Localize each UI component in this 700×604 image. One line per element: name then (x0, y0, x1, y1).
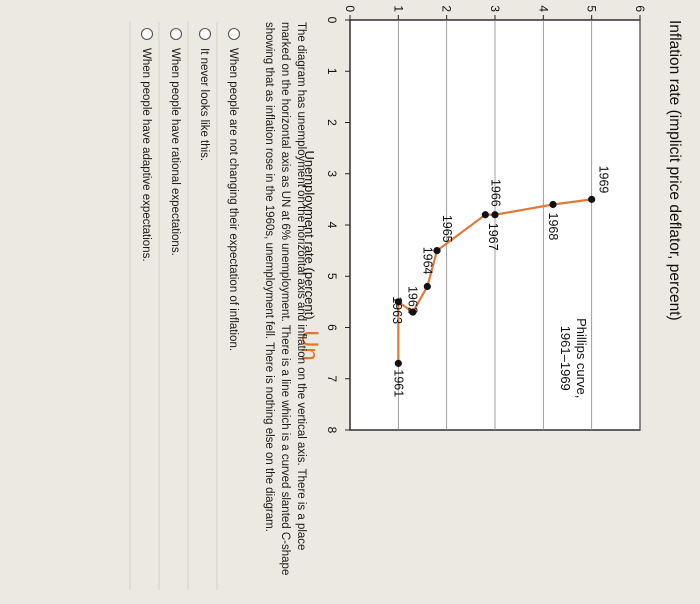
radio-button-1[interactable] (198, 27, 212, 41)
tick-label-x-0: 0 (325, 17, 339, 24)
data-point-1965 (433, 247, 441, 255)
data-point-1961 (394, 359, 402, 367)
tick-label-y-0: 0 (343, 5, 357, 12)
handwritten-un-annotation: Un (296, 330, 323, 361)
chart-title: Inflation rate (implicit price deflator,… (666, 20, 683, 321)
option-label-1: It never looks like this. (198, 48, 210, 161)
tick-label-y-3: 3 (488, 5, 502, 12)
tick-label-x-4: 4 (325, 222, 339, 229)
answer-option-1[interactable]: It never looks like this. (198, 27, 212, 162)
tick-label-x-8: 8 (325, 427, 339, 434)
tick-label-x-2: 2 (325, 119, 339, 126)
point-label-1969: 1969 (597, 166, 611, 194)
tick-label-x-7: 7 (325, 375, 339, 382)
phillips-chart: Inflation rate (implicit price deflator,… (296, 5, 683, 433)
data-point-1966 (481, 211, 489, 219)
option-label-3: When people have adaptive expectations. (140, 48, 152, 262)
point-label-1962: 1962 (405, 286, 419, 314)
point-label-1963: 1963 (390, 296, 404, 324)
tick-label-y-4: 4 (536, 5, 550, 12)
point-label-1965: 1965 (440, 215, 454, 243)
tick-label-x-3: 3 (325, 170, 339, 177)
series-label-line-1: 1961–1969 (558, 326, 573, 391)
x-axis-label: Unemployment rate (percent) (302, 150, 317, 319)
data-point-1962 (394, 298, 402, 306)
point-label-1968: 1968 (546, 213, 560, 241)
option-label-2: When people have rational expectations. (169, 48, 181, 256)
data-point-1963 (409, 308, 417, 316)
tick-label-x-6: 6 (325, 324, 339, 331)
point-label-1966: 1966 (488, 179, 502, 207)
tick-label-y-2: 2 (440, 5, 454, 12)
radio-button-3[interactable] (140, 27, 154, 41)
radio-button-0[interactable] (227, 27, 241, 41)
radio-button-2[interactable] (169, 27, 183, 41)
tick-label-y-1: 1 (391, 5, 405, 12)
point-label-1964: 1964 (420, 247, 434, 275)
tick-label-y-5: 5 (585, 5, 599, 12)
data-point-1964 (423, 282, 431, 291)
tick-label-x-5: 5 (325, 273, 339, 280)
answer-option-2[interactable]: When people have rational expectations. (169, 27, 183, 256)
tick-label-x-1: 1 (325, 68, 339, 75)
answer-option-0[interactable]: When people are not changing their expec… (227, 27, 241, 352)
point-label-1967: 1967 (486, 223, 500, 251)
point-label-1961: 1961 (391, 369, 405, 397)
question-description: The diagram has unemployment on the hori… (263, 22, 307, 575)
tick-label-y-6: 6 (633, 5, 647, 12)
option-label-0: When people are not changing their expec… (227, 48, 239, 351)
data-point-1968 (549, 200, 557, 209)
series-label-line-0: Phillips curve, (574, 318, 589, 398)
data-point-1969 (588, 195, 596, 203)
answer-option-3[interactable]: When people have adaptive expectations. (140, 27, 154, 262)
data-point-1967 (491, 211, 499, 219)
